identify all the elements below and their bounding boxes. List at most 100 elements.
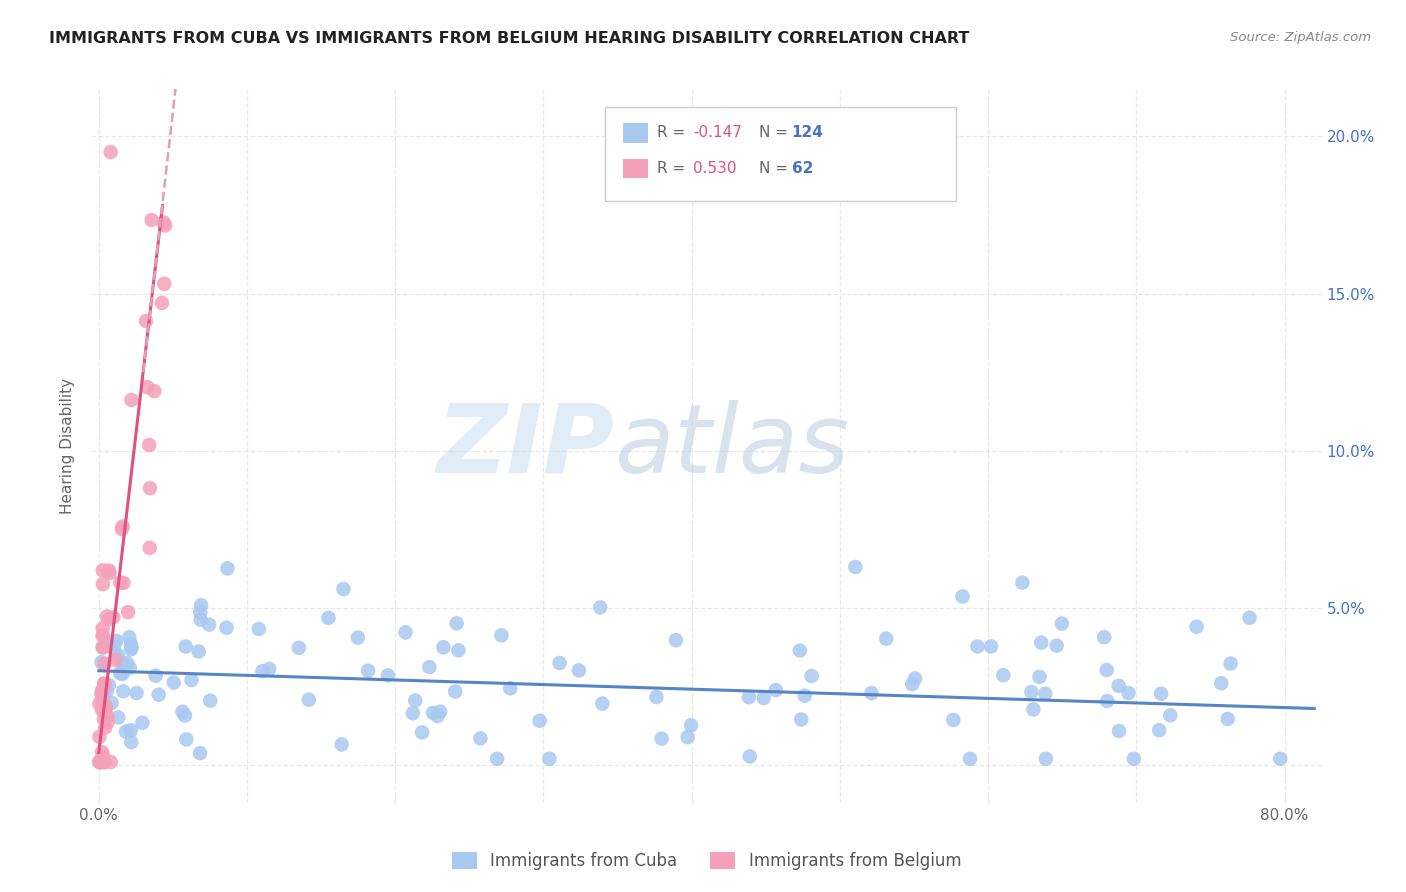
Text: 124: 124 — [792, 126, 824, 140]
Point — [346, 631, 368, 645]
Point — [1108, 679, 1130, 693]
Point — [94, 699, 117, 714]
Point — [548, 656, 571, 670]
Point — [93, 712, 115, 726]
Point — [247, 622, 270, 636]
Point — [1118, 686, 1140, 700]
Point — [330, 738, 353, 752]
Point — [651, 731, 673, 746]
Point — [153, 219, 176, 233]
Point — [980, 640, 1002, 654]
Point — [115, 656, 138, 670]
Point — [91, 748, 114, 763]
Point — [538, 752, 561, 766]
Point — [108, 575, 131, 590]
Point — [89, 755, 111, 769]
Point — [111, 522, 134, 536]
Point — [800, 669, 823, 683]
Point — [91, 755, 114, 769]
Point — [153, 277, 176, 291]
Point — [568, 664, 591, 678]
Point — [150, 296, 173, 310]
Point — [904, 672, 927, 686]
Point — [394, 625, 416, 640]
Point — [288, 640, 311, 655]
Point — [93, 755, 115, 769]
Point — [793, 689, 815, 703]
Point — [96, 684, 118, 698]
Point — [180, 673, 202, 687]
Point — [97, 678, 120, 692]
Point — [125, 686, 148, 700]
Point — [952, 590, 974, 604]
Point — [93, 704, 115, 718]
Point — [1122, 752, 1144, 766]
Text: 62: 62 — [792, 161, 813, 176]
Point — [1011, 575, 1033, 590]
Point — [120, 637, 142, 651]
Point — [676, 730, 699, 744]
Point — [100, 696, 122, 710]
Point — [93, 657, 115, 671]
Legend: Immigrants from Cuba, Immigrants from Belgium: Immigrants from Cuba, Immigrants from Be… — [444, 845, 969, 877]
Y-axis label: Hearing Disability: Hearing Disability — [60, 378, 76, 514]
Point — [91, 683, 114, 698]
Point — [100, 145, 122, 159]
Point — [942, 713, 965, 727]
Point — [1159, 708, 1181, 723]
Point — [98, 566, 121, 580]
Point — [491, 628, 513, 642]
Point — [765, 683, 787, 698]
Point — [120, 735, 142, 749]
Point — [103, 639, 125, 653]
Point — [111, 519, 134, 533]
Point — [318, 611, 340, 625]
Point — [91, 577, 114, 591]
Point — [97, 563, 120, 577]
Point — [679, 718, 702, 732]
Point — [145, 669, 167, 683]
Point — [444, 684, 467, 698]
Point — [844, 560, 866, 574]
Point — [89, 755, 111, 769]
Point — [589, 600, 612, 615]
Point — [738, 749, 761, 764]
Point — [143, 384, 166, 398]
Point — [94, 721, 117, 735]
Point — [190, 613, 212, 627]
Point — [89, 755, 111, 769]
Text: IMMIGRANTS FROM CUBA VS IMMIGRANTS FROM BELGIUM HEARING DISABILITY CORRELATION C: IMMIGRANTS FROM CUBA VS IMMIGRANTS FROM … — [49, 31, 970, 46]
Point — [200, 693, 222, 707]
Point — [377, 668, 399, 682]
Point — [118, 630, 141, 644]
Text: ZIP: ZIP — [436, 400, 614, 492]
Text: 0.530: 0.530 — [693, 161, 737, 176]
Point — [91, 621, 114, 635]
Point — [136, 380, 159, 394]
Point — [141, 213, 163, 227]
Point — [1028, 670, 1050, 684]
Text: R =: R = — [657, 161, 690, 176]
Point — [91, 696, 114, 710]
Point — [117, 605, 139, 619]
Text: R =: R = — [657, 126, 690, 140]
Point — [96, 609, 118, 624]
Point — [103, 610, 125, 624]
Point — [91, 563, 114, 577]
Point — [1092, 630, 1115, 644]
Point — [176, 732, 198, 747]
Point — [959, 752, 981, 766]
Point — [966, 640, 988, 654]
Point — [148, 688, 170, 702]
Point — [1211, 676, 1233, 690]
Point — [752, 691, 775, 706]
Point — [138, 438, 160, 452]
Point — [188, 746, 211, 760]
Point — [112, 684, 135, 698]
Point — [131, 715, 153, 730]
Point — [1031, 635, 1053, 649]
Point — [120, 392, 142, 407]
Point — [90, 655, 112, 669]
Point — [298, 692, 321, 706]
Point — [100, 755, 122, 769]
